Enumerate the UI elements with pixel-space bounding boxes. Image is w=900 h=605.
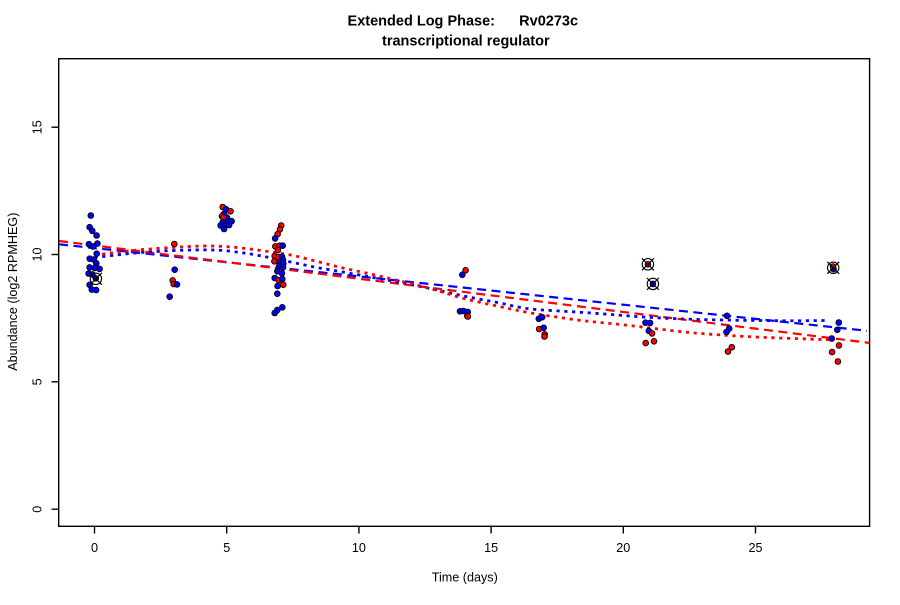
svg-text:15: 15 [31, 120, 45, 134]
svg-text:Abundance (log2 RPMHEG): Abundance (log2 RPMHEG) [6, 213, 20, 371]
svg-text:transcriptional regulator: transcriptional regulator [382, 33, 550, 49]
svg-text:25: 25 [748, 541, 762, 555]
svg-text:5: 5 [31, 378, 45, 385]
svg-text:5: 5 [223, 541, 230, 555]
svg-text:20: 20 [616, 541, 630, 555]
svg-text:15: 15 [484, 541, 498, 555]
svg-text:10: 10 [352, 541, 366, 555]
svg-text:0: 0 [91, 541, 98, 555]
svg-text:0: 0 [31, 506, 45, 513]
svg-text:10: 10 [31, 247, 45, 261]
svg-text:Extended Log Phase: Rv027: Extended Log Phase: Rv0273c [348, 13, 578, 29]
svg-text:Time (days): Time (days) [432, 571, 498, 585]
